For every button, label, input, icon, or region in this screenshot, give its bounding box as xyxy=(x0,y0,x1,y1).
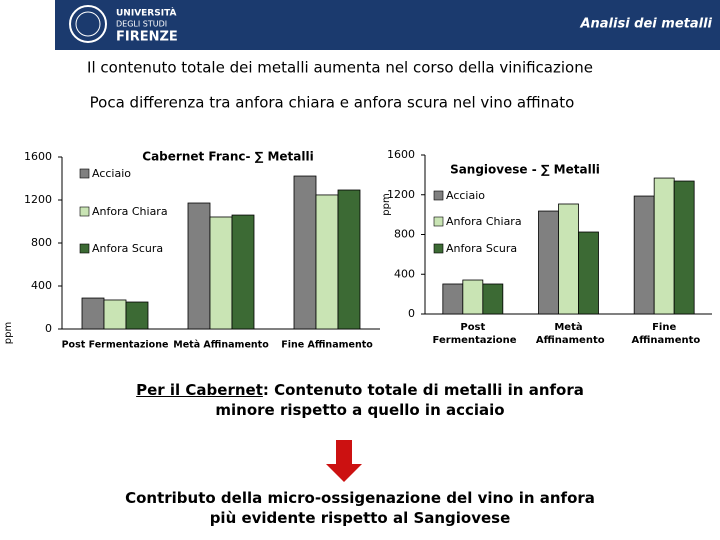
bar xyxy=(653,177,675,315)
bar xyxy=(125,301,149,330)
y-tick-label: 1200 xyxy=(24,193,52,206)
x-tick-label-line: Metà xyxy=(554,321,582,333)
x-tick-label: Post Fermentazione xyxy=(62,340,169,351)
logo-text: UNIVERSITÀ xyxy=(116,7,177,19)
logo-text: FIRENZE xyxy=(116,30,178,45)
bar xyxy=(293,175,317,330)
logo-seal-inner xyxy=(75,11,101,37)
header-title: Analisi dei metalli xyxy=(579,17,712,32)
bar xyxy=(673,180,695,315)
logo-seal xyxy=(69,5,107,43)
x-tick-label-line: Affinamento xyxy=(628,335,700,346)
y-tick-label: 800 xyxy=(31,236,52,249)
y-tick-label: 800 xyxy=(394,228,415,241)
y-tick-label: 0 xyxy=(408,307,415,320)
bar xyxy=(578,231,599,315)
legend-label: Anfora Chiara xyxy=(92,205,168,218)
arrow-head xyxy=(326,464,362,482)
bar xyxy=(209,216,233,330)
bar xyxy=(231,214,255,330)
y-tick-label: 0 xyxy=(45,322,52,335)
y-tick-label: 400 xyxy=(394,267,415,280)
y-tick-label: 1200 xyxy=(387,188,415,201)
bar xyxy=(187,202,211,330)
legend-label: Acciaio xyxy=(92,167,131,180)
conclusion-text: : Contenuto totale di metalli in anfora … xyxy=(215,381,584,419)
x-tick-label: Fine Affinamento xyxy=(628,322,700,346)
bar xyxy=(462,279,484,315)
conclusion-lead: Per il Cabernet xyxy=(136,381,263,399)
x-tick-label-line: Post xyxy=(460,322,485,333)
subtitle: Il contenuto totale dei metalli aumenta … xyxy=(87,59,593,77)
legend-swatch xyxy=(79,206,90,217)
x-tick-label: Post Fermentazione xyxy=(429,322,517,346)
bar xyxy=(315,194,339,330)
bar xyxy=(81,297,105,330)
x-tick-label-line: Fermentazione xyxy=(429,335,517,346)
legend-swatch xyxy=(79,168,90,179)
bar xyxy=(482,283,504,315)
conclusion-bottom: Contributo della micro-ossigenazione del… xyxy=(125,489,595,527)
legend-swatch xyxy=(433,216,444,227)
bar xyxy=(558,203,579,315)
logo-text: DEGLI STUDI xyxy=(116,20,167,29)
legend-label: Anfora Scura xyxy=(446,242,517,255)
y-tick-label: 1600 xyxy=(387,148,415,161)
y-tick-label: 1600 xyxy=(24,150,52,163)
bar xyxy=(103,299,127,330)
x-tick-label-line: Affinamento xyxy=(532,335,604,346)
subtitle: Poca differenza tra anfora chiara e anfo… xyxy=(90,94,575,112)
y-axis-label: ppm xyxy=(3,322,14,344)
x-tick-label: Fine Affinamento xyxy=(281,340,373,351)
legend-label: Anfora Scura xyxy=(92,242,163,255)
arrow-shaft xyxy=(336,440,352,466)
bar xyxy=(538,210,559,315)
y-axis-label: ppm xyxy=(381,193,392,215)
bar xyxy=(337,189,361,330)
header-band xyxy=(55,0,720,50)
y-tick-label: 400 xyxy=(31,279,52,292)
bar xyxy=(633,195,655,315)
x-tick-label: Metà Affinamento xyxy=(173,340,269,351)
x-tick-label-line: Fine xyxy=(652,322,676,333)
x-tick-label: Metà Affinamento xyxy=(532,321,604,346)
legend-label: Acciaio xyxy=(446,189,485,202)
conclusion: Per il Cabernet: Contenuto totale di met… xyxy=(110,380,610,420)
bar xyxy=(442,283,464,315)
legend-label: Anfora Chiara xyxy=(446,215,522,228)
legend-swatch xyxy=(433,190,444,201)
chart-title: Sangiovese - ∑ Metalli xyxy=(450,163,600,177)
legend-swatch xyxy=(433,243,444,254)
legend-swatch xyxy=(79,243,90,254)
chart-title: Cabernet Franc- ∑ Metalli xyxy=(142,150,313,164)
